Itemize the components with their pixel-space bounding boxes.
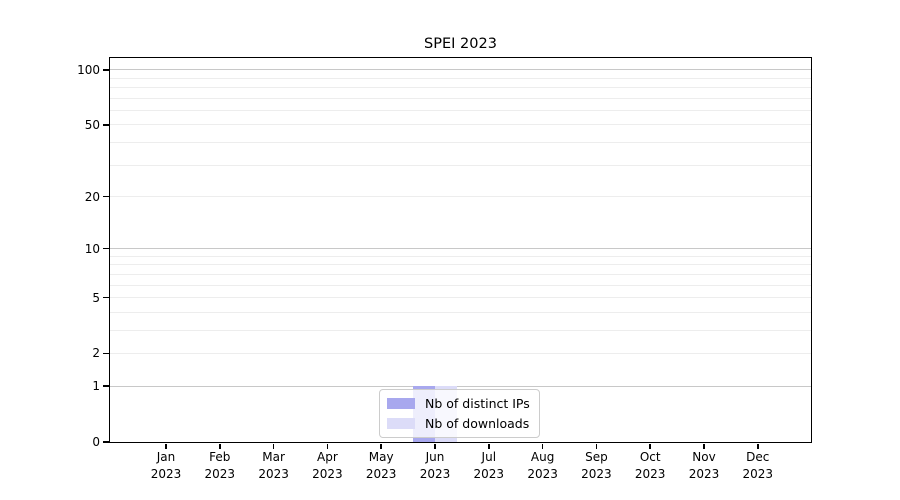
x-tick bbox=[595, 443, 598, 449]
gridline-major bbox=[110, 248, 811, 250]
x-tick bbox=[272, 443, 275, 449]
y-tick-label: 0 bbox=[92, 435, 100, 449]
gridline-minor bbox=[110, 164, 811, 166]
gridline-minor bbox=[110, 264, 811, 266]
legend-swatch-distinct-ips bbox=[387, 398, 415, 409]
x-tick-label: Jan 2023 bbox=[150, 450, 182, 481]
y-tick-label: 100 bbox=[77, 62, 100, 77]
x-tick-label: Nov 2023 bbox=[688, 450, 720, 481]
x-tick-label: Oct 2023 bbox=[634, 450, 666, 481]
legend-label-downloads: Nb of downloads bbox=[425, 416, 530, 431]
x-tick-label: Dec 2023 bbox=[742, 450, 774, 481]
x-tick bbox=[219, 443, 221, 449]
x-tick-label: Aug 2023 bbox=[527, 450, 558, 481]
y-tick-label: 2 bbox=[92, 346, 100, 361]
gridline-minor bbox=[110, 297, 811, 299]
gridline-major bbox=[110, 385, 811, 387]
gridline-minor bbox=[110, 255, 811, 257]
legend-item-distinct-ips: Nb of distinct IPs bbox=[387, 396, 530, 411]
x-tick bbox=[703, 443, 705, 449]
x-tick bbox=[757, 443, 759, 449]
plot-canvas bbox=[110, 58, 811, 442]
gridline-minor bbox=[110, 284, 811, 286]
y-tick bbox=[102, 441, 109, 443]
gridline-minor bbox=[110, 273, 811, 275]
gridline-minor bbox=[110, 311, 811, 313]
x-tick-label: Feb 2023 bbox=[204, 450, 236, 481]
x-tick-label: Apr 2023 bbox=[312, 450, 343, 481]
y-tick-label: 20 bbox=[84, 189, 100, 204]
legend-swatch-downloads bbox=[387, 418, 415, 429]
y-tick bbox=[102, 296, 109, 299]
legend: Nb of distinct IPs Nb of downloads bbox=[379, 389, 540, 438]
legend-item-downloads: Nb of downloads bbox=[387, 416, 530, 431]
x-tick-label: Mar 2023 bbox=[258, 450, 289, 481]
x-tick bbox=[649, 443, 651, 449]
y-tick bbox=[102, 195, 109, 198]
gridline-minor bbox=[110, 142, 811, 144]
gridline-minor bbox=[110, 87, 811, 89]
gridline-minor bbox=[110, 77, 811, 79]
x-tick bbox=[434, 443, 436, 449]
y-tick bbox=[102, 124, 109, 126]
gridline-minor bbox=[110, 97, 811, 99]
gridline-minor bbox=[110, 352, 811, 354]
y-tick-label: 50 bbox=[84, 117, 100, 132]
x-tick bbox=[488, 443, 490, 449]
gridline-minor bbox=[110, 110, 811, 112]
x-tick-label: May 2023 bbox=[365, 450, 397, 481]
x-tick bbox=[165, 443, 167, 449]
x-tick bbox=[380, 443, 382, 449]
x-tick-label: Sep 2023 bbox=[581, 450, 612, 481]
y-tick-label: 1 bbox=[92, 379, 100, 394]
y-tick-label: 5 bbox=[92, 290, 100, 305]
legend-label-distinct-ips: Nb of distinct IPs bbox=[425, 396, 530, 411]
x-tick-label: Jul 2023 bbox=[473, 450, 505, 481]
y-tick bbox=[102, 247, 109, 250]
y-tick bbox=[102, 385, 109, 387]
x-tick-label: Jun 2023 bbox=[419, 450, 451, 481]
x-tick bbox=[541, 443, 544, 449]
gridline-minor bbox=[110, 329, 811, 331]
plot-area: Nb of distinct IPs Nb of downloads 0 1 2 5 1… bbox=[77, 57, 812, 481]
chart-title: SPEI 2023 bbox=[424, 36, 497, 52]
y-tick bbox=[102, 69, 109, 71]
x-tick bbox=[326, 443, 329, 449]
y-tick bbox=[102, 352, 109, 355]
gridline-minor bbox=[110, 196, 811, 197]
gridline-major bbox=[110, 69, 811, 71]
gridline-minor bbox=[110, 124, 811, 126]
y-tick-label: 10 bbox=[84, 241, 100, 256]
